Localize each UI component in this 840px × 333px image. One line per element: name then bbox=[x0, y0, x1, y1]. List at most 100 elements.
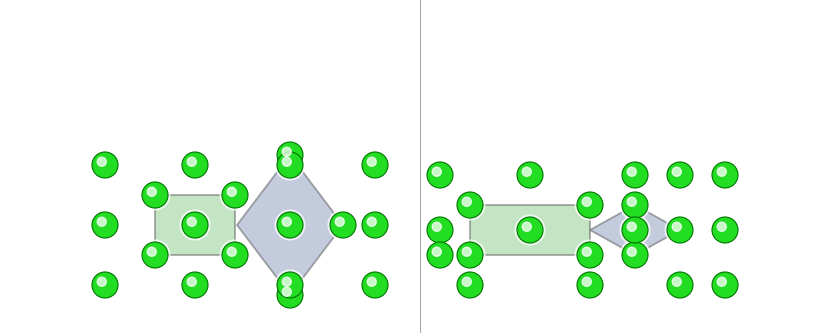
Circle shape bbox=[275, 270, 305, 300]
Circle shape bbox=[367, 277, 376, 286]
Polygon shape bbox=[237, 155, 343, 295]
Circle shape bbox=[275, 140, 305, 170]
Circle shape bbox=[577, 242, 603, 268]
Circle shape bbox=[622, 242, 648, 268]
Circle shape bbox=[433, 247, 441, 256]
Circle shape bbox=[140, 240, 170, 270]
Circle shape bbox=[627, 197, 637, 206]
Circle shape bbox=[462, 247, 471, 256]
Circle shape bbox=[367, 157, 376, 166]
Circle shape bbox=[90, 270, 120, 300]
Circle shape bbox=[142, 182, 168, 208]
Circle shape bbox=[328, 210, 358, 240]
Polygon shape bbox=[590, 205, 680, 255]
Circle shape bbox=[182, 152, 208, 178]
Circle shape bbox=[710, 215, 740, 245]
Circle shape bbox=[455, 240, 485, 270]
Circle shape bbox=[362, 212, 388, 238]
Circle shape bbox=[427, 242, 453, 268]
Circle shape bbox=[277, 142, 303, 168]
Circle shape bbox=[672, 277, 681, 286]
Circle shape bbox=[425, 240, 455, 270]
Circle shape bbox=[282, 217, 291, 226]
Circle shape bbox=[92, 272, 118, 298]
Circle shape bbox=[462, 197, 471, 206]
Circle shape bbox=[582, 277, 591, 286]
Circle shape bbox=[425, 160, 455, 190]
Circle shape bbox=[425, 215, 455, 245]
Circle shape bbox=[582, 247, 591, 256]
Circle shape bbox=[665, 215, 695, 245]
Circle shape bbox=[362, 152, 388, 178]
Circle shape bbox=[515, 160, 545, 190]
Circle shape bbox=[182, 272, 208, 298]
Circle shape bbox=[582, 197, 591, 206]
Circle shape bbox=[182, 212, 208, 238]
Circle shape bbox=[522, 167, 531, 176]
Polygon shape bbox=[155, 195, 235, 255]
Circle shape bbox=[140, 180, 170, 210]
Circle shape bbox=[92, 152, 118, 178]
Circle shape bbox=[180, 210, 210, 240]
Circle shape bbox=[220, 240, 250, 270]
Circle shape bbox=[147, 247, 156, 256]
Circle shape bbox=[627, 222, 637, 231]
Circle shape bbox=[275, 280, 305, 310]
Circle shape bbox=[575, 270, 605, 300]
Circle shape bbox=[282, 277, 291, 286]
Circle shape bbox=[275, 210, 305, 240]
Circle shape bbox=[717, 277, 727, 286]
Circle shape bbox=[517, 217, 543, 243]
Circle shape bbox=[275, 150, 305, 180]
Circle shape bbox=[620, 240, 650, 270]
Circle shape bbox=[360, 150, 390, 180]
Circle shape bbox=[515, 215, 545, 245]
Circle shape bbox=[277, 212, 303, 238]
Circle shape bbox=[147, 187, 156, 196]
Circle shape bbox=[277, 152, 303, 178]
Circle shape bbox=[367, 217, 376, 226]
Circle shape bbox=[187, 217, 197, 226]
Circle shape bbox=[462, 277, 471, 286]
Circle shape bbox=[360, 270, 390, 300]
Circle shape bbox=[717, 222, 727, 231]
Circle shape bbox=[97, 157, 107, 166]
Circle shape bbox=[330, 212, 356, 238]
Circle shape bbox=[282, 147, 291, 156]
Circle shape bbox=[577, 272, 603, 298]
Circle shape bbox=[220, 180, 250, 210]
Circle shape bbox=[360, 210, 390, 240]
Circle shape bbox=[712, 217, 738, 243]
Circle shape bbox=[627, 167, 637, 176]
Circle shape bbox=[180, 150, 210, 180]
Circle shape bbox=[277, 282, 303, 308]
Circle shape bbox=[667, 217, 693, 243]
Circle shape bbox=[457, 192, 483, 218]
Circle shape bbox=[180, 270, 210, 300]
Circle shape bbox=[620, 160, 650, 190]
Circle shape bbox=[455, 270, 485, 300]
Circle shape bbox=[427, 162, 453, 188]
Circle shape bbox=[222, 182, 248, 208]
Circle shape bbox=[575, 190, 605, 220]
Circle shape bbox=[427, 217, 453, 243]
Circle shape bbox=[712, 162, 738, 188]
Polygon shape bbox=[470, 205, 590, 255]
Circle shape bbox=[665, 160, 695, 190]
Circle shape bbox=[90, 150, 120, 180]
Circle shape bbox=[620, 215, 650, 245]
Circle shape bbox=[362, 272, 388, 298]
Circle shape bbox=[187, 277, 197, 286]
Circle shape bbox=[90, 210, 120, 240]
Circle shape bbox=[577, 192, 603, 218]
Circle shape bbox=[622, 192, 648, 218]
Circle shape bbox=[282, 287, 291, 296]
Circle shape bbox=[667, 272, 693, 298]
Circle shape bbox=[710, 160, 740, 190]
Circle shape bbox=[712, 272, 738, 298]
Circle shape bbox=[622, 162, 648, 188]
Circle shape bbox=[517, 162, 543, 188]
Circle shape bbox=[710, 270, 740, 300]
Circle shape bbox=[142, 242, 168, 268]
Circle shape bbox=[277, 272, 303, 298]
